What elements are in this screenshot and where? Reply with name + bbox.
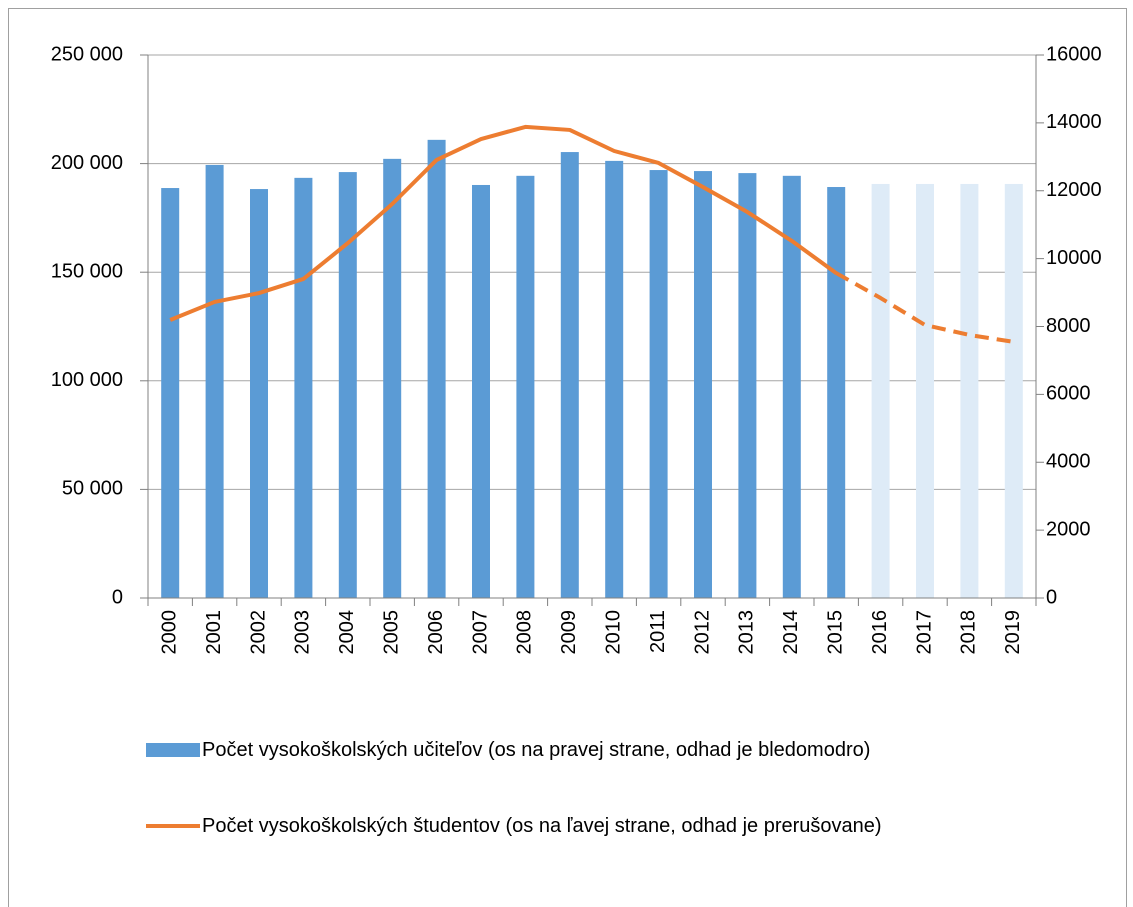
y-tick-label: 50 000 (62, 478, 123, 500)
x-tick-label: 2003 (292, 610, 314, 655)
line (169, 124, 838, 322)
x-tick-label: 2012 (691, 610, 713, 655)
bar (472, 184, 490, 598)
bar (161, 188, 180, 598)
x-tick-label: 2009 (558, 610, 580, 655)
x-tick-label: 2001 (203, 610, 225, 655)
y2-tick-label: 8000 (1046, 315, 1091, 337)
y2-tick-label: 2000 (1046, 518, 1091, 540)
legend-label: Počet vysokoškolských učiteľov (os na pr… (202, 739, 871, 761)
x-tick-label: 2013 (736, 610, 758, 655)
chart-border (8, 8, 1127, 907)
bar (338, 172, 357, 598)
x-tick-label: 2014 (780, 610, 802, 655)
line-forecast (835, 271, 1015, 344)
x-tick-label: 2007 (469, 610, 491, 655)
y2-tick-label: 10000 (1046, 247, 1102, 269)
bar (916, 183, 934, 598)
bar (205, 164, 224, 598)
y2-tick-label: 6000 (1046, 383, 1091, 405)
bar (782, 175, 801, 598)
bar (605, 160, 624, 598)
bar (383, 158, 402, 598)
y-tick-label: 150 000 (51, 260, 123, 282)
y2-tick-label: 12000 (1046, 179, 1102, 201)
x-tick-label: 2018 (958, 610, 980, 655)
bar (738, 173, 757, 599)
bar (694, 171, 712, 598)
legend-swatch (146, 743, 200, 757)
x-tick-label: 2008 (514, 610, 536, 655)
x-tick-label: 2005 (380, 610, 402, 655)
bar (560, 152, 579, 598)
x-tick-label: 2010 (602, 610, 624, 655)
x-tick-label: 2002 (247, 610, 269, 655)
y-tick-label: 200 000 (51, 152, 123, 174)
bar (516, 175, 535, 598)
x-tick-label: 2011 (647, 610, 669, 653)
bar (827, 187, 846, 598)
y-tick-label: 0 (112, 586, 123, 608)
x-tick-label: 2006 (425, 610, 447, 655)
x-tick-label: 2017 (913, 610, 935, 655)
x-tick-label: 2019 (1002, 610, 1024, 655)
bar (427, 139, 446, 598)
bar (1004, 183, 1023, 598)
x-tick-label: 2004 (336, 610, 358, 655)
legend-label: Počet vysokoškolských študentov (os na ľ… (202, 815, 882, 837)
bar (294, 177, 313, 598)
y2-tick-label: 4000 (1046, 451, 1091, 473)
y2-tick-label: 14000 (1046, 111, 1102, 133)
legend-swatch (146, 824, 200, 828)
x-tick-label: 2015 (824, 610, 846, 655)
bar (960, 183, 979, 598)
y2-tick-label: 0 (1046, 586, 1057, 608)
bar (649, 170, 668, 598)
bar (871, 183, 890, 598)
y2-tick-label: 16000 (1046, 43, 1102, 65)
y-tick-label: 250 000 (51, 43, 123, 65)
y-tick-label: 100 000 (51, 369, 123, 391)
x-tick-label: 2016 (869, 610, 891, 655)
x-tick-label: 2000 (158, 610, 180, 655)
bar (250, 189, 268, 598)
